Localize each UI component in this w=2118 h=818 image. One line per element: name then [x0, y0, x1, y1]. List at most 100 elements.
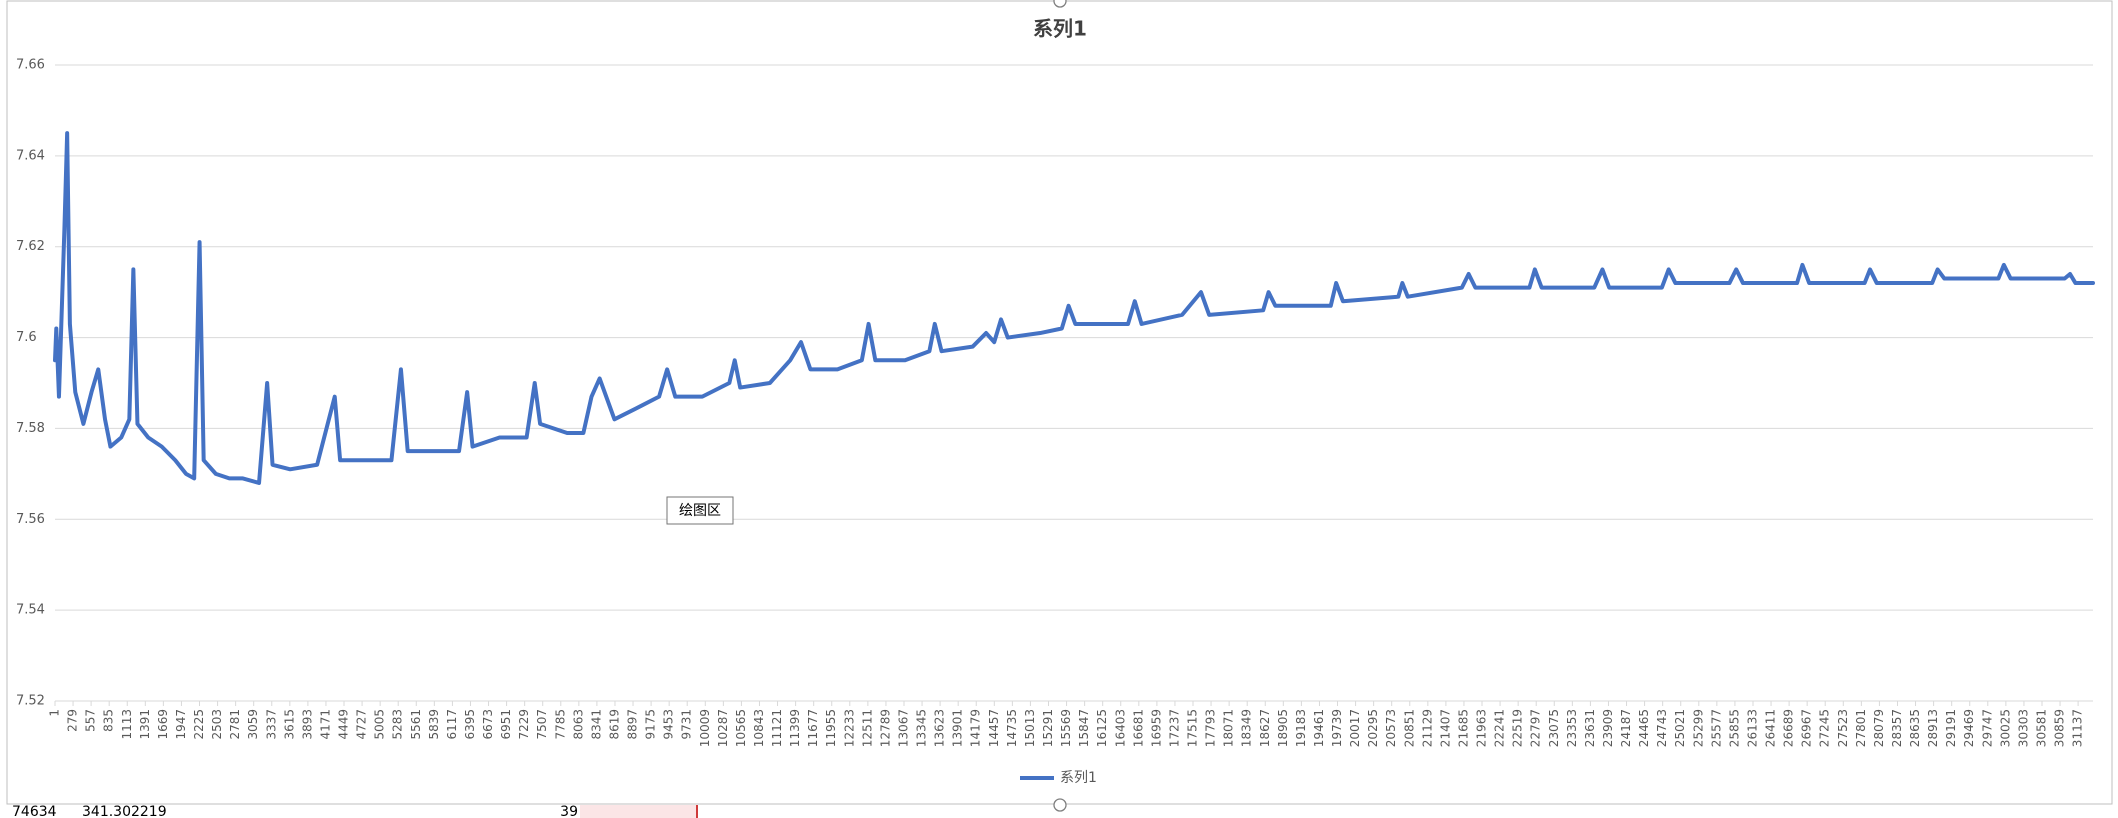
y-tick-label: 7.52 [16, 694, 45, 709]
x-tick-label: 20295 [1366, 709, 1380, 747]
x-tick-label: 27245 [1818, 709, 1832, 747]
x-tick-label: 5005 [373, 709, 387, 740]
x-tick-label: 16959 [1149, 709, 1163, 747]
x-tick-label: 30581 [2034, 709, 2048, 747]
x-tick-label: 15291 [1041, 709, 1055, 747]
x-tick-label: 2503 [210, 709, 224, 740]
x-tick-label: 28913 [1926, 709, 1940, 747]
x-tick-label: 20017 [1348, 709, 1362, 747]
x-tick-label: 29469 [1962, 709, 1976, 747]
y-tick-label: 7.54 [16, 603, 45, 618]
x-tick-label: 15013 [1023, 709, 1037, 747]
x-tick-label: 13901 [951, 709, 965, 747]
x-tick-label: 14457 [987, 709, 1001, 747]
x-tick-label: 22797 [1529, 709, 1543, 747]
x-tick-label: 557 [84, 709, 98, 732]
y-tick-label: 7.6 [16, 330, 37, 345]
x-tick-label: 2225 [192, 709, 206, 740]
cell-text: 39 [560, 804, 578, 818]
x-tick-label: 30859 [2053, 709, 2067, 747]
x-tick-label: 18627 [1258, 709, 1272, 747]
x-tick-label: 8897 [626, 709, 640, 740]
x-tick-label: 29191 [1944, 709, 1958, 747]
resize-handle[interactable] [1053, 0, 1067, 8]
chart-area[interactable] [6, 0, 2113, 805]
x-tick-label: 30303 [2016, 709, 2030, 747]
x-tick-label: 19183 [1294, 709, 1308, 747]
x-tick-label: 6673 [481, 709, 495, 740]
x-tick-label: 27801 [1854, 709, 1868, 747]
tooltip-text: 绘图区 [679, 503, 721, 519]
x-tick-label: 26133 [1745, 709, 1759, 747]
x-tick-label: 1113 [120, 709, 134, 740]
resize-handle[interactable] [1053, 798, 1067, 812]
x-tick-label: 23909 [1601, 709, 1615, 747]
x-tick-label: 19461 [1312, 709, 1326, 747]
x-tick-label: 23353 [1565, 709, 1579, 747]
tooltip-box [666, 496, 734, 525]
x-tick-label: 8619 [607, 709, 621, 740]
x-tick-label: 3059 [246, 709, 260, 740]
x-tick-label: 24743 [1655, 709, 1669, 747]
x-tick-label: 10287 [716, 709, 730, 747]
x-tick-label: 3893 [300, 709, 314, 740]
x-tick-label: 24187 [1619, 709, 1633, 747]
x-tick-label: 14735 [1005, 709, 1019, 747]
x-tick-label: 9175 [644, 709, 658, 740]
x-tick-label: 16125 [1095, 709, 1109, 747]
x-tick-label: 26411 [1764, 709, 1778, 747]
x-tick-label: 25855 [1727, 709, 1741, 747]
x-tick-label: 26967 [1800, 709, 1814, 747]
x-tick-label: 21407 [1438, 709, 1452, 747]
x-tick-label: 6395 [463, 709, 477, 740]
x-tick-label: 25299 [1691, 709, 1705, 747]
x-tick-label: 12511 [860, 709, 874, 747]
x-tick-label: 24465 [1637, 709, 1651, 747]
x-tick-label: 16681 [1131, 709, 1145, 747]
x-tick-label: 7229 [517, 709, 531, 740]
x-tick-label: 15847 [1077, 709, 1091, 747]
x-tick-label: 1391 [138, 709, 152, 740]
x-tick-label: 23631 [1583, 709, 1597, 747]
x-tick-label: 7507 [535, 709, 549, 740]
x-tick-label: 9453 [662, 709, 676, 740]
x-tick-label: 8063 [571, 709, 585, 740]
y-tick-label: 7.58 [16, 421, 45, 436]
x-tick-label: 1 [48, 709, 62, 717]
y-tick-label: 7.64 [16, 148, 45, 163]
tooltip: 绘图区 [666, 496, 734, 525]
x-tick-label: 11677 [806, 709, 820, 747]
x-tick-label: 20573 [1384, 709, 1398, 747]
x-tick-label: 10565 [734, 709, 748, 747]
x-tick-label: 12233 [842, 709, 856, 747]
x-tick-label: 1669 [156, 709, 170, 740]
x-tick-label: 6117 [445, 709, 459, 740]
x-tick-label: 19739 [1330, 709, 1344, 747]
x-tick-label: 5839 [427, 709, 441, 740]
sheet-cell-highlight [580, 805, 698, 818]
series-line [53, 131, 2095, 485]
x-tick-label: 7785 [553, 709, 567, 740]
x-tick-label: 15569 [1059, 709, 1073, 747]
x-tick-label: 13623 [933, 709, 947, 747]
x-tick-label: 18349 [1240, 709, 1254, 747]
x-tick-label: 26689 [1782, 709, 1796, 747]
y-tick-label: 7.62 [16, 239, 45, 254]
x-tick-label: 22241 [1493, 709, 1507, 747]
x-tick-label: 8341 [589, 709, 603, 740]
x-tick-label: 28357 [1890, 709, 1904, 747]
x-tick-label: 3337 [264, 709, 278, 740]
x-tick-label: 18905 [1276, 709, 1290, 747]
x-tick-label: 17515 [1186, 709, 1200, 747]
x-tick-label: 21963 [1475, 709, 1489, 747]
x-tick-label: 21685 [1456, 709, 1470, 747]
x-tick-label: 11955 [824, 709, 838, 747]
x-tick-label: 25021 [1673, 709, 1687, 747]
x-tick-label: 20851 [1402, 709, 1416, 747]
x-tick-label: 279 [66, 709, 80, 732]
x-tick-label: 28079 [1872, 709, 1886, 747]
x-tick-label: 21129 [1420, 709, 1434, 747]
x-tick-label: 4171 [318, 709, 332, 740]
